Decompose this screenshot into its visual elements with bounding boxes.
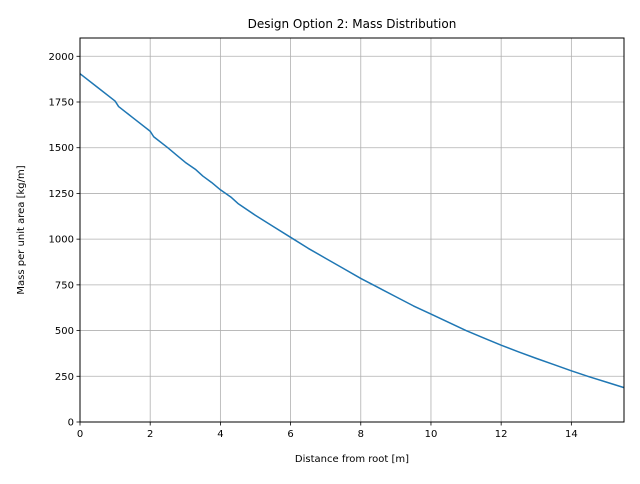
y-axis-label: Mass per unit area [kg/m] [16,165,27,294]
y-tick-label: 1000 [49,235,74,246]
chart-title: Design Option 2: Mass Distribution [248,17,457,31]
y-tick-label: 500 [55,326,74,337]
x-tick-label: 10 [425,429,438,440]
plot-lines [79,73,625,389]
plot-frame [79,37,625,423]
x-tick-label: 0 [77,429,83,440]
x-tick-label: 2 [147,429,153,440]
y-tick-label: 1750 [49,98,74,109]
grid [79,38,624,423]
y-tick-label: 0 [68,418,74,429]
x-axis-ticks: 0 2 4 6 8 10 12 14 [77,422,578,440]
y-axis-ticks: 0 250 500 750 1000 1250 1500 1750 2000 [49,52,80,429]
x-tick-label: 14 [565,429,578,440]
y-tick-label: 2000 [49,52,74,63]
y-tick-label: 250 [55,372,74,383]
y-tick-label: 750 [55,280,74,291]
series-line [79,73,625,389]
x-tick-label: 12 [495,429,508,440]
x-tick-label: 8 [358,429,364,440]
x-tick-label: 4 [217,429,223,440]
x-tick-label: 6 [287,429,293,440]
x-axis-label: Distance from root [m] [295,454,409,465]
y-tick-label: 1500 [49,143,74,154]
y-tick-label: 1250 [49,189,74,200]
